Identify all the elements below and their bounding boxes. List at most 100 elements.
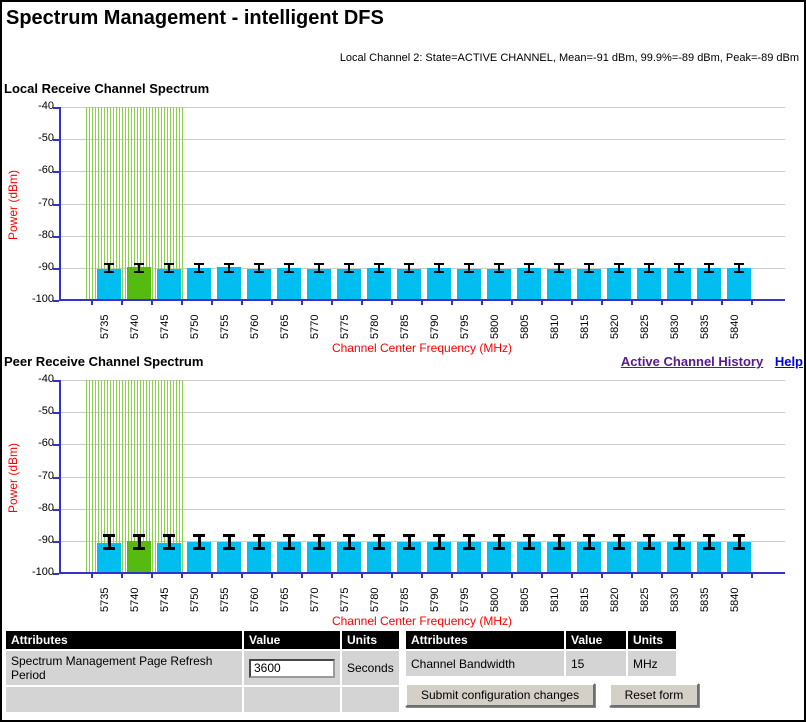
error-bar-stem: [528, 264, 530, 272]
x-tick-label: 5790: [429, 587, 441, 612]
error-bar-cap: [674, 263, 684, 265]
x-axis-tick: [541, 301, 543, 305]
error-bar-cap: [284, 263, 294, 265]
error-bar-stem: [227, 535, 231, 549]
value-header: Value: [566, 631, 626, 649]
x-axis-tick: [121, 574, 123, 578]
x-axis-tick: [571, 574, 573, 578]
error-bar-stem: [677, 535, 681, 549]
error-bar-cap: [344, 263, 354, 265]
x-axis-tick: [601, 574, 603, 578]
error-bar-stem: [198, 264, 200, 272]
error-bar-cap: [464, 263, 474, 265]
x-tick-label: 5745: [159, 314, 171, 339]
error-bar-stem: [138, 264, 140, 272]
error-bar-cap: [644, 263, 654, 265]
error-bar-stem: [347, 535, 351, 549]
active-channel-history-link[interactable]: Active Channel History: [620, 354, 764, 369]
spectrum-bar: [547, 269, 571, 299]
x-axis-tick: [631, 574, 633, 578]
error-bar-cap: [734, 271, 744, 273]
error-bar-cap: [553, 547, 565, 550]
spectrum-bar: [187, 268, 211, 299]
grid-line: [59, 477, 785, 478]
x-axis-tick: [421, 301, 423, 305]
spectrum-bar: [517, 268, 541, 299]
y-tick-label: -80: [38, 229, 54, 241]
error-bar-cap: [164, 263, 174, 265]
error-bar-cap: [374, 271, 384, 273]
local-x-axis-label: Channel Center Frequency (MHz): [331, 341, 513, 355]
y-tick-label: -60: [38, 164, 54, 176]
x-tick-label: 5765: [279, 314, 291, 339]
spectrum-bar: [97, 269, 121, 299]
submit-configuration-button[interactable]: Submit configuration changes: [405, 683, 596, 707]
x-tick-label: 5740: [129, 314, 141, 339]
x-axis-tick: [721, 574, 723, 578]
error-bar-cap: [224, 271, 234, 273]
error-bar-cap: [373, 534, 385, 537]
channel-bandwidth-units: MHz: [628, 651, 676, 676]
error-bar-cap: [433, 534, 445, 537]
table-row: Channel Bandwidth 15 MHz: [406, 651, 676, 676]
x-tick-label: 5775: [339, 314, 351, 339]
x-axis-tick: [91, 301, 93, 305]
x-axis-tick: [181, 301, 183, 305]
error-bar-cap: [554, 271, 564, 273]
x-axis-tick: [601, 301, 603, 305]
error-bar-cap: [314, 271, 324, 273]
spectrum-bar: [157, 269, 181, 299]
x-axis-tick: [361, 574, 363, 578]
x-tick-label: 5735: [99, 314, 111, 339]
x-axis-tick: [391, 574, 393, 578]
error-bar-cap: [673, 534, 685, 537]
y-axis-tick: [53, 412, 59, 414]
form-buttons: Submit configuration changes Reset form: [405, 683, 700, 707]
value-header: Value: [244, 631, 340, 649]
grid-line: [59, 380, 785, 381]
x-tick-label: 5835: [699, 587, 711, 612]
error-bar-cap: [583, 547, 595, 550]
peer-x-axis-label: Channel Center Frequency (MHz): [331, 614, 513, 628]
y-tick-label: -80: [38, 502, 54, 514]
grid-line: [59, 171, 785, 172]
spectrum-bar: [637, 268, 661, 299]
x-axis-tick: [211, 574, 213, 578]
error-bar-stem: [678, 264, 680, 272]
x-tick-label: 5750: [189, 587, 201, 612]
error-bar-stem: [618, 264, 620, 272]
error-bar-stem: [168, 264, 170, 272]
y-tick-label: -70: [38, 470, 54, 482]
error-bar-stem: [108, 264, 110, 272]
x-tick-label: 5820: [609, 314, 621, 339]
x-axis-tick: [121, 301, 123, 305]
error-bar-cap: [254, 271, 264, 273]
x-tick-label: 5780: [369, 587, 381, 612]
error-bar-cap: [553, 534, 565, 537]
error-bar-cap: [554, 263, 564, 265]
error-bar-cap: [104, 271, 114, 273]
refresh-period-input[interactable]: [249, 658, 335, 678]
error-bar-stem: [498, 264, 500, 272]
y-axis-tick: [53, 509, 59, 511]
x-tick-label: 5745: [159, 587, 171, 612]
spectrum-bar: [457, 269, 481, 299]
x-tick-label: 5825: [639, 314, 651, 339]
grid-line: [59, 412, 785, 413]
error-bar-stem: [708, 264, 710, 272]
x-tick-label: 5770: [309, 314, 321, 339]
error-bar-stem: [587, 535, 591, 549]
error-bar-cap: [493, 547, 505, 550]
x-axis: [59, 572, 785, 574]
error-bar-cap: [584, 271, 594, 273]
help-link[interactable]: Help: [774, 354, 803, 369]
x-tick-label: 5755: [219, 314, 231, 339]
error-bar-stem: [348, 264, 350, 272]
x-tick-label: 5805: [519, 587, 531, 612]
x-tick-label: 5740: [129, 587, 141, 612]
reset-form-button[interactable]: Reset form: [608, 683, 700, 707]
x-axis-tick: [181, 574, 183, 578]
error-bar-cap: [164, 271, 174, 273]
x-axis-tick: [241, 301, 243, 305]
error-bar-stem: [317, 535, 321, 549]
